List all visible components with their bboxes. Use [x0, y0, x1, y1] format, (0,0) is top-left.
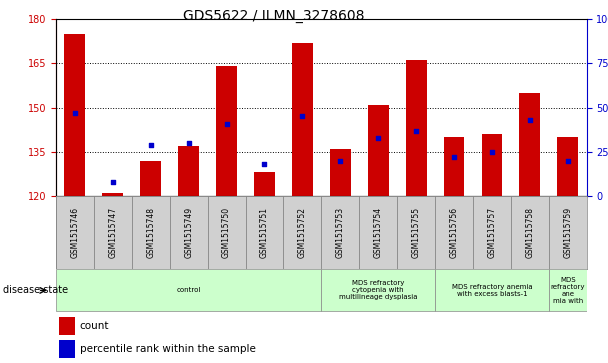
- Point: [297, 114, 307, 119]
- Point: [487, 149, 497, 155]
- Text: GSM1515750: GSM1515750: [222, 207, 231, 258]
- Text: control: control: [176, 287, 201, 293]
- Bar: [435, 196, 473, 269]
- Text: GSM1515758: GSM1515758: [525, 207, 534, 258]
- Bar: [246, 196, 283, 269]
- Text: MDS refractory anemia
with excess blasts-1: MDS refractory anemia with excess blasts…: [452, 284, 532, 297]
- Bar: [549, 269, 587, 311]
- Bar: [292, 43, 313, 196]
- Text: GSM1515752: GSM1515752: [298, 207, 307, 258]
- Point: [70, 110, 80, 116]
- Text: GSM1515755: GSM1515755: [412, 207, 421, 258]
- Bar: [558, 137, 578, 196]
- Bar: [482, 134, 502, 196]
- Bar: [519, 93, 541, 196]
- Text: GSM1515757: GSM1515757: [488, 207, 497, 258]
- Bar: [254, 172, 275, 196]
- Text: GSM1515759: GSM1515759: [563, 207, 572, 258]
- Text: GSM1515747: GSM1515747: [108, 207, 117, 258]
- Bar: [321, 196, 359, 269]
- Point: [260, 161, 269, 167]
- Bar: [397, 196, 435, 269]
- Bar: [406, 61, 427, 196]
- Bar: [102, 193, 123, 196]
- Text: percentile rank within the sample: percentile rank within the sample: [80, 344, 256, 354]
- Bar: [56, 196, 94, 269]
- Point: [373, 135, 383, 140]
- Bar: [94, 196, 132, 269]
- Text: GDS5622 / ILMN_3278608: GDS5622 / ILMN_3278608: [183, 9, 364, 23]
- Text: MDS
refractory
ane
mia with: MDS refractory ane mia with: [550, 277, 585, 304]
- Text: MDS refractory
cytopenia with
multilineage dysplasia: MDS refractory cytopenia with multilinea…: [339, 280, 418, 301]
- Bar: [58, 317, 75, 335]
- Bar: [58, 340, 75, 358]
- Bar: [444, 137, 465, 196]
- Bar: [216, 66, 237, 196]
- Bar: [64, 34, 85, 196]
- Text: GSM1515748: GSM1515748: [146, 207, 155, 258]
- Text: count: count: [80, 321, 109, 331]
- Bar: [330, 149, 351, 196]
- Bar: [132, 196, 170, 269]
- Text: GSM1515754: GSM1515754: [374, 207, 382, 258]
- Point: [336, 158, 345, 164]
- Bar: [207, 196, 246, 269]
- Bar: [368, 105, 389, 196]
- Point: [184, 140, 193, 146]
- Bar: [511, 196, 549, 269]
- Text: GSM1515749: GSM1515749: [184, 207, 193, 258]
- Bar: [178, 146, 199, 196]
- Point: [108, 179, 118, 185]
- Point: [563, 158, 573, 164]
- Point: [146, 142, 156, 148]
- Bar: [283, 196, 321, 269]
- Bar: [473, 196, 511, 269]
- Bar: [359, 196, 397, 269]
- Point: [411, 128, 421, 134]
- Bar: [170, 196, 207, 269]
- Text: GSM1515753: GSM1515753: [336, 207, 345, 258]
- Bar: [321, 269, 435, 311]
- Text: disease state: disease state: [3, 285, 68, 295]
- Bar: [56, 269, 321, 311]
- Bar: [549, 196, 587, 269]
- Text: GSM1515746: GSM1515746: [71, 207, 80, 258]
- Bar: [140, 161, 161, 196]
- Text: GSM1515756: GSM1515756: [449, 207, 458, 258]
- Point: [222, 121, 232, 126]
- Point: [449, 154, 459, 160]
- Bar: [435, 269, 549, 311]
- Point: [525, 117, 534, 123]
- Text: GSM1515751: GSM1515751: [260, 207, 269, 258]
